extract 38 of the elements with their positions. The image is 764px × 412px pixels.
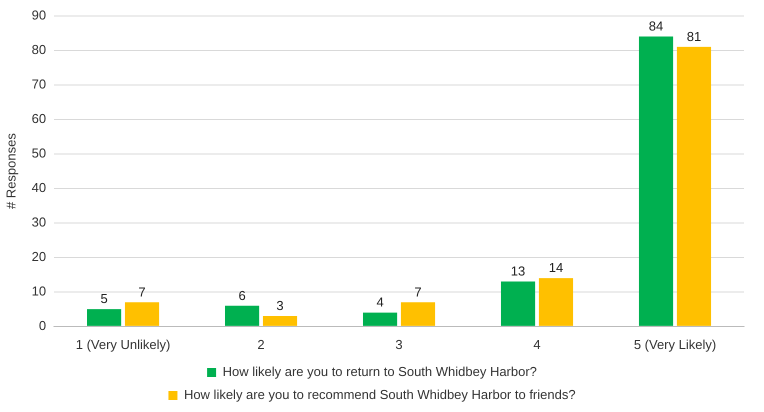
data-label: 6	[238, 288, 246, 303]
data-label: 4	[376, 294, 384, 310]
y-tick-label: 50	[32, 145, 46, 160]
y-tick-label: 0	[38, 318, 46, 333]
x-tick-label: 1 (Very Unlikely)	[76, 336, 170, 352]
data-label: 81	[686, 28, 702, 44]
data-label: 7	[138, 284, 146, 300]
x-tick-label: 5 (Very Likely)	[634, 336, 716, 352]
bar	[362, 312, 398, 326]
data-label: 84	[648, 18, 664, 34]
data-label: 7	[414, 284, 422, 300]
bar	[262, 316, 298, 326]
data-label: 5	[100, 291, 108, 306]
bar	[500, 282, 536, 326]
x-tick-label: 3	[395, 336, 403, 352]
legend-label: How likely are you to return to South Whidbey Harbor?	[222, 364, 537, 380]
y-tick-label: 20	[32, 248, 46, 264]
x-tick-label: 4	[533, 336, 541, 352]
y-tick-label: 60	[32, 110, 46, 126]
y-tick-label: 10	[32, 283, 46, 298]
data-label: 3	[276, 298, 284, 314]
bar	[400, 302, 436, 326]
y-tick-label: 30	[32, 214, 46, 230]
bar	[638, 36, 674, 326]
y-axis-title: # Responses	[3, 132, 18, 210]
legend-label: How likely are you to recommend South Whidbey Harbor to friends?	[184, 387, 576, 402]
bar	[538, 278, 574, 326]
bar	[124, 302, 160, 326]
bar	[676, 46, 712, 326]
y-tick-label: 90	[32, 7, 46, 22]
y-tick-label: 80	[32, 42, 46, 57]
y-tick-label: 70	[32, 76, 46, 92]
data-label: 13	[510, 264, 526, 279]
y-tick-label: 40	[32, 180, 46, 195]
x-tick-label: 2	[257, 336, 265, 352]
data-label: 14	[548, 260, 564, 276]
bar	[87, 309, 122, 326]
bar	[224, 306, 260, 326]
